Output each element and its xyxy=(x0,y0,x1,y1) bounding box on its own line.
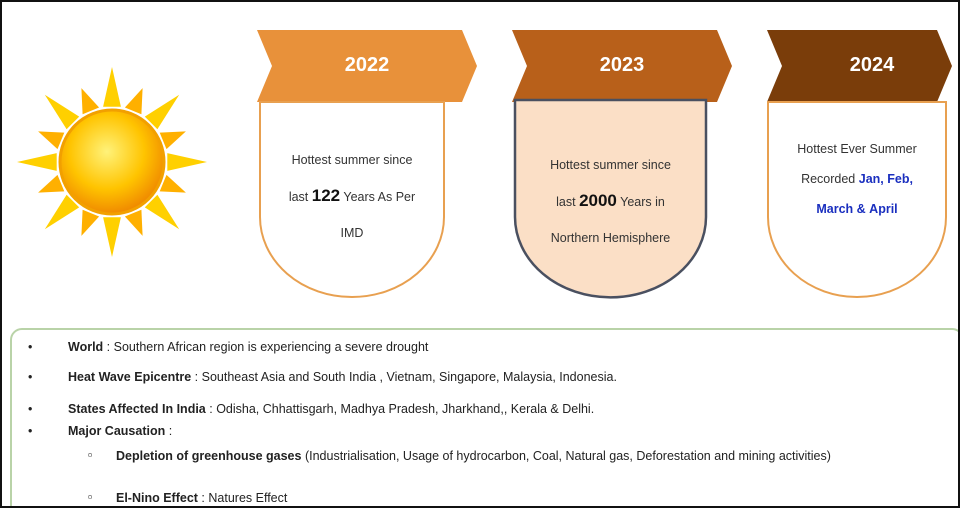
graphics xyxy=(17,30,952,299)
sun-ray xyxy=(124,209,143,236)
text: IMD xyxy=(340,226,364,240)
banner-2023 xyxy=(512,30,732,102)
sun-ray xyxy=(167,153,207,171)
text: Recorded xyxy=(801,172,856,186)
text: Hottest summer since xyxy=(291,153,413,167)
info-box xyxy=(10,328,958,506)
sun-ray xyxy=(38,174,65,193)
sun-ray xyxy=(44,194,80,230)
text: last xyxy=(556,195,576,209)
sub-bullet: ▫ Depletion of greenhouse gases (Industri… xyxy=(88,448,831,463)
text: Years in xyxy=(620,195,665,209)
label: El-Nino Effect xyxy=(116,491,198,505)
sub-bullet: ▫ El-Nino Effect : Natures Effect xyxy=(88,490,288,505)
text: Odisha, Chhattisgarh, Madhya Pradesh, Jh… xyxy=(216,402,595,416)
sun-ray xyxy=(81,209,100,236)
card-2024 xyxy=(767,101,947,298)
highlight: 2000 xyxy=(579,191,617,210)
text: Natures Effect xyxy=(208,491,288,505)
banner-2024 xyxy=(767,30,952,102)
year: 2022 xyxy=(344,54,390,76)
card-2022 xyxy=(259,101,445,298)
sun-ray xyxy=(103,67,121,107)
month: March xyxy=(816,202,854,216)
sun-rays xyxy=(17,67,207,257)
sun-ray xyxy=(44,94,80,130)
sun xyxy=(58,108,166,216)
text: Southeast Asia and South India , Vietnam… xyxy=(201,370,617,384)
month: April xyxy=(869,202,898,216)
sun-ray xyxy=(159,174,186,193)
text: Hottest summer since xyxy=(550,158,671,172)
card-2023 xyxy=(513,98,708,299)
label: States Affected In India xyxy=(68,402,206,416)
text: & xyxy=(856,202,866,216)
label: Major Causation xyxy=(68,424,166,438)
text: Hottest Ever Summer xyxy=(797,142,917,156)
year: 2023 xyxy=(599,54,645,76)
text: Northern Hemisphere xyxy=(550,231,671,245)
label: Heat Wave Epicentre xyxy=(68,370,192,384)
sun-ray xyxy=(124,88,143,115)
banner-2022 xyxy=(257,30,477,102)
label: Depletion of greenhouse gases xyxy=(116,449,302,463)
month: Jan, Feb, xyxy=(858,172,913,186)
highlight: 122 xyxy=(311,186,341,205)
year: 2024 xyxy=(849,54,895,76)
sun-ray xyxy=(81,88,100,115)
text: Southern African region is experiencing … xyxy=(113,340,429,354)
card-text: Hottest summer since last 2000 Years in … xyxy=(515,147,706,256)
sun-ray xyxy=(144,194,180,230)
sun-ray xyxy=(38,131,65,150)
sun-ray xyxy=(144,94,180,130)
label: World xyxy=(68,340,104,354)
sun-ray xyxy=(159,131,186,150)
text: (Industrialisation, Usage of hydrocarbon… xyxy=(304,449,831,463)
text: Years As Per xyxy=(343,190,416,204)
text: last xyxy=(288,190,309,204)
sun-ray xyxy=(17,153,57,171)
sun-ray xyxy=(103,217,121,257)
card-text: Hottest Ever Summer Recorded Jan, Feb, M… xyxy=(768,134,946,224)
card-text: Hottest summer since last 122 Years As P… xyxy=(260,142,444,251)
